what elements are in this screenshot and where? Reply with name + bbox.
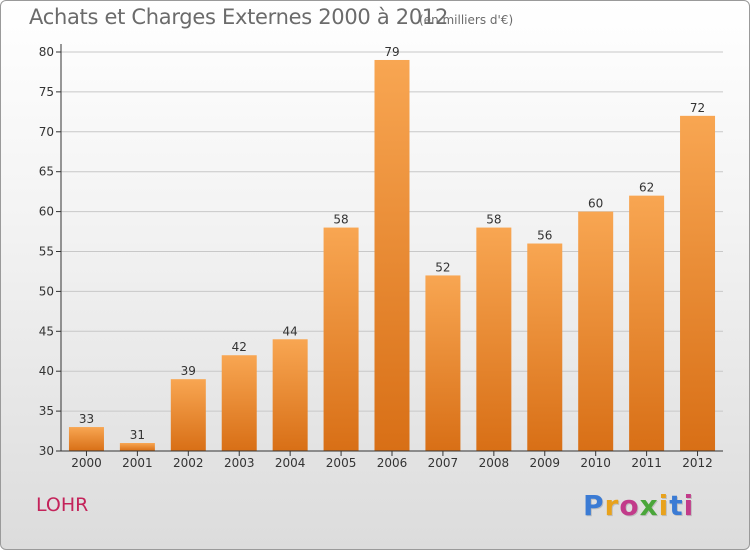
bar	[680, 115, 716, 451]
x-tick-label: 2003	[224, 456, 255, 470]
bar	[221, 355, 257, 451]
y-tick-label: 45	[39, 324, 54, 338]
data-label: 58	[333, 213, 348, 227]
x-tick-label: 2009	[529, 456, 560, 470]
y-tick-label: 75	[39, 85, 54, 99]
y-tick-label: 60	[39, 205, 54, 219]
y-tick-label: 70	[39, 125, 54, 139]
y-tick-label: 50	[39, 284, 54, 298]
bar	[374, 59, 410, 451]
x-tick-label: 2007	[428, 456, 459, 470]
x-tick-label: 2000	[71, 456, 102, 470]
bar	[476, 227, 512, 451]
chart-title: Achats et Charges Externes 2000 à 2012	[29, 5, 449, 29]
data-label: 44	[283, 324, 298, 338]
x-tick-label: 2011	[631, 456, 662, 470]
axes	[56, 44, 723, 456]
bar	[272, 339, 308, 451]
logo-letter: x	[639, 489, 659, 522]
data-label: 58	[486, 213, 501, 227]
commune-name: LOHR	[36, 494, 89, 516]
logo-letter: o	[619, 489, 640, 522]
bars	[68, 59, 716, 451]
x-tick-label: 2012	[682, 456, 713, 470]
data-label: 33	[79, 412, 94, 426]
logo-letter: t	[669, 489, 684, 522]
y-tick-label: 55	[39, 245, 54, 259]
data-label: 72	[690, 101, 705, 115]
bar	[425, 275, 461, 451]
y-tick-label: 30	[39, 444, 54, 458]
bar	[323, 227, 359, 451]
data-label: 31	[130, 428, 145, 442]
data-label: 60	[588, 197, 603, 211]
data-label: 62	[639, 181, 654, 195]
bar	[527, 243, 563, 451]
x-tick-label: 2006	[377, 456, 408, 470]
labels: 30 35 40 45 50 55 60 65 70 75 80 33 2000 31 2001 39 2002…	[39, 45, 713, 470]
proxiti-logo[interactable]: Proxiti	[583, 489, 694, 522]
data-label: 79	[384, 45, 399, 59]
x-tick-label: 2005	[326, 456, 357, 470]
x-tick-label: 2002	[173, 456, 204, 470]
data-label: 42	[232, 340, 247, 354]
bar	[119, 443, 155, 451]
x-tick-label: 2004	[275, 456, 306, 470]
y-tick-label: 40	[39, 364, 54, 378]
x-tick-label: 2001	[122, 456, 153, 470]
chart-subtitle: (en milliers d'€)	[419, 13, 514, 27]
logo-letter: i	[683, 489, 695, 522]
y-tick-label: 35	[39, 404, 54, 418]
bar	[170, 379, 206, 451]
x-tick-label: 2010	[580, 456, 611, 470]
logo-letter: i	[658, 489, 670, 522]
data-label: 52	[435, 260, 450, 274]
data-label: 39	[181, 364, 196, 378]
logo-letter: r	[604, 489, 620, 522]
bar	[629, 195, 665, 451]
y-tick-label: 80	[39, 45, 54, 59]
logo-letter: P	[583, 489, 605, 522]
y-tick-label: 65	[39, 165, 54, 179]
bar	[68, 427, 104, 451]
bar	[578, 211, 614, 451]
data-label: 56	[537, 229, 552, 243]
x-tick-label: 2008	[479, 456, 510, 470]
